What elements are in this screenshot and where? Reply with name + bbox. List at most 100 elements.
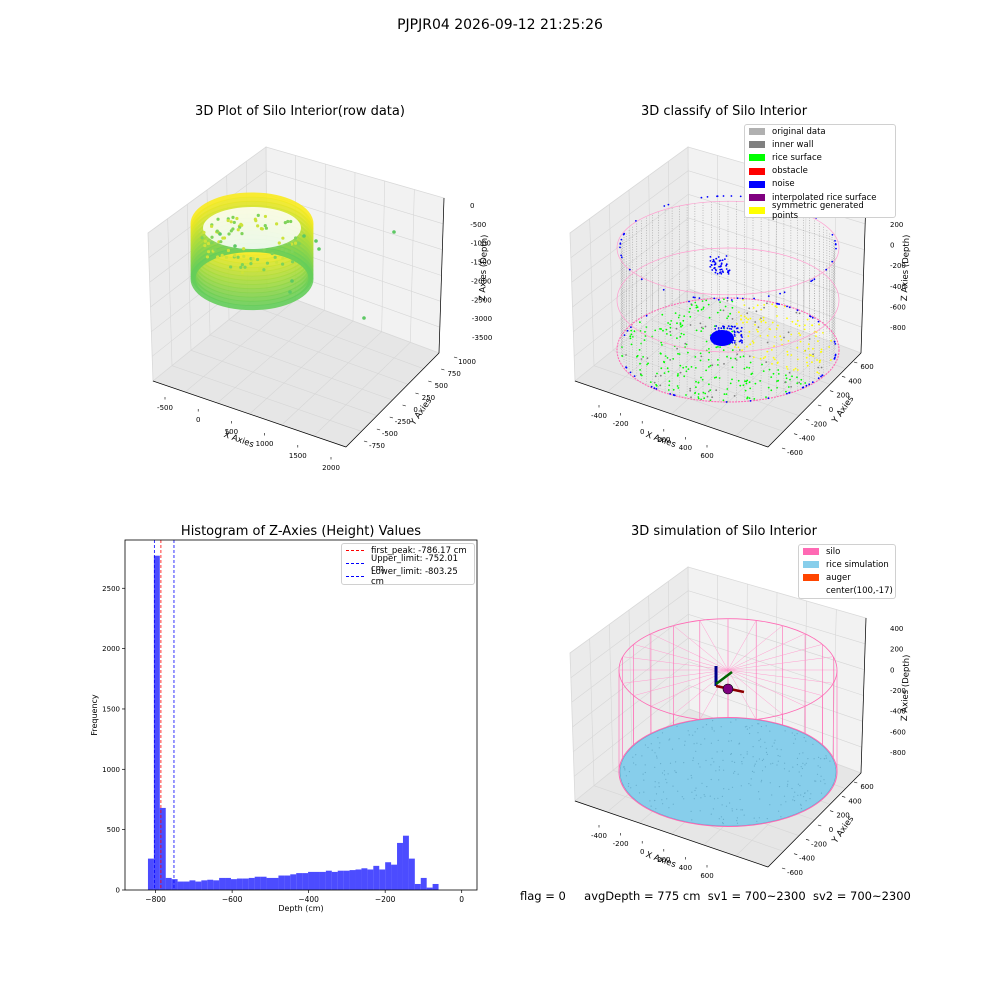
noise-point <box>734 340 736 342</box>
rice-point <box>810 793 812 795</box>
rice-point <box>683 375 686 378</box>
z-tick-label: 400 <box>890 625 903 633</box>
rice-point <box>654 786 656 788</box>
data-point <box>221 236 225 240</box>
rice-point <box>718 818 720 820</box>
rice-point <box>790 354 793 356</box>
rice-point <box>689 324 692 326</box>
rice-point <box>660 367 663 370</box>
rice-point <box>763 306 765 309</box>
rice-point <box>629 337 632 340</box>
rice-point <box>655 793 658 795</box>
x-tick-label: -400 <box>591 412 607 420</box>
noise-point <box>709 255 712 258</box>
rice-point <box>772 356 775 359</box>
noise-point <box>730 195 733 197</box>
rice-point <box>828 346 830 348</box>
tick-mark <box>817 404 822 407</box>
noise-point <box>730 328 733 330</box>
rice-point <box>700 376 702 379</box>
rice-point <box>676 347 678 350</box>
tick-mark <box>829 390 834 392</box>
rice-point <box>735 359 738 361</box>
rice-point <box>704 738 706 740</box>
rice-point <box>798 324 801 327</box>
rice-point <box>830 339 832 342</box>
rice-point <box>774 739 776 741</box>
rice-point <box>700 330 703 332</box>
rice-point <box>773 345 775 347</box>
noise-point <box>720 272 723 275</box>
data-point <box>294 236 298 240</box>
rice-point <box>665 778 667 780</box>
rice-point <box>749 732 751 735</box>
rice-point <box>736 323 738 325</box>
rice-point <box>746 366 748 369</box>
rice-point <box>796 733 798 735</box>
rice-point <box>767 386 770 389</box>
legend-label: inner wall <box>772 139 814 150</box>
rice-point <box>704 325 707 328</box>
rice-point <box>805 762 807 764</box>
rice-point <box>723 363 725 365</box>
data-point <box>219 240 223 244</box>
rice-point <box>753 398 756 400</box>
rice-point <box>825 755 827 757</box>
rice-point <box>766 753 768 755</box>
legend-label: noise <box>772 179 795 190</box>
rice-point <box>798 332 800 335</box>
rice-point <box>762 316 765 319</box>
rice-point <box>824 758 826 760</box>
noise-point <box>835 247 837 250</box>
rice-point <box>694 789 696 792</box>
rice-point <box>699 359 702 362</box>
rice-point <box>753 765 755 767</box>
rice-point <box>636 354 639 357</box>
panel2-legend: original data inner wall rice surface ob… <box>744 124 896 221</box>
x-axis-line <box>152 380 347 448</box>
rice-point <box>717 364 719 366</box>
legend-label: original data <box>772 126 826 137</box>
rice-point <box>678 738 680 740</box>
histogram-bar <box>236 878 243 890</box>
rice-point <box>662 803 664 805</box>
noise-point <box>630 326 632 329</box>
legend-item-obstacle: obstacle <box>745 165 895 178</box>
noise-point <box>620 238 623 241</box>
x-tick-label: 500 <box>225 428 238 436</box>
rice-point <box>759 335 762 337</box>
rice-point <box>661 772 664 774</box>
rice-point <box>697 393 700 395</box>
y-tick-label: 500 <box>435 382 448 390</box>
data-point <box>242 247 246 251</box>
data-point <box>287 243 292 247</box>
rice-point <box>805 740 807 742</box>
rice-point <box>661 799 663 801</box>
rice-point <box>804 792 806 794</box>
rice-point <box>701 378 704 381</box>
rice-point <box>780 804 782 806</box>
rice-point <box>710 813 712 815</box>
x-axis-line <box>574 380 769 448</box>
rice-point <box>804 324 806 327</box>
rice-point <box>783 795 786 797</box>
noise-point <box>825 268 828 271</box>
noise-point <box>635 220 637 222</box>
rice-point <box>753 771 755 773</box>
rice-point <box>692 759 694 762</box>
rice-point <box>683 762 685 764</box>
rice-point <box>761 779 763 781</box>
histogram-bar <box>171 879 178 890</box>
legend-label: Lower_limit: -803.25 cm <box>371 566 458 587</box>
rice-point <box>746 725 748 727</box>
rice-point <box>786 317 788 320</box>
rice-point <box>668 384 671 387</box>
rice-point <box>797 794 799 796</box>
rice-point <box>726 388 729 390</box>
rice-point <box>713 376 716 379</box>
rice-point <box>809 798 811 800</box>
rice-point <box>787 340 790 342</box>
rice-point <box>812 355 815 358</box>
noise-point <box>820 375 822 378</box>
y-tick-label: 0 <box>413 406 417 414</box>
